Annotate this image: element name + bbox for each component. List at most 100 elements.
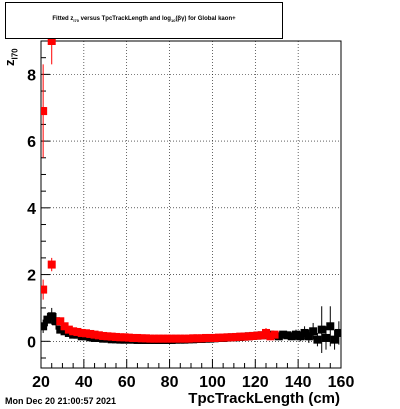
data-point-marker <box>47 260 56 269</box>
data-point-marker <box>257 331 266 340</box>
data-point-marker <box>176 334 185 343</box>
data-point-marker <box>180 334 189 343</box>
data-point-marker <box>86 329 95 338</box>
data-point-marker <box>137 334 146 343</box>
y-tick-label: 6 <box>27 134 36 151</box>
data-point-marker <box>133 333 142 342</box>
data-point-marker <box>163 334 172 343</box>
data-point-marker <box>313 335 322 344</box>
data-point-marker <box>232 332 240 341</box>
data-point-marker <box>279 330 288 339</box>
data-point-marker <box>94 331 103 340</box>
y-tick-label: 0 <box>27 334 36 351</box>
data-point-marker <box>129 333 138 342</box>
data-point-marker <box>330 335 339 344</box>
data-point-marker <box>317 325 326 334</box>
data-point-marker <box>219 333 228 342</box>
data-point-marker <box>47 312 56 321</box>
data-point-marker <box>69 327 78 336</box>
x-tick-label: 40 <box>75 374 93 391</box>
data-point-marker <box>73 327 82 336</box>
data-point-marker <box>64 325 73 334</box>
data-point-marker <box>197 334 206 343</box>
data-point-marker <box>56 325 65 334</box>
y-tick-label: 4 <box>27 201 36 218</box>
data-point-marker <box>172 334 180 343</box>
data-point-marker <box>52 317 60 326</box>
data-point-marker <box>309 327 318 336</box>
y-tick-label: 8 <box>27 67 36 84</box>
timestamp-footer: Mon Dec 20 21:00:57 2021 <box>5 396 117 406</box>
data-point-marker <box>146 334 155 343</box>
data-point-marker <box>240 332 249 341</box>
data-point-marker <box>107 332 116 341</box>
y-tick-label: 2 <box>27 268 36 285</box>
data-point-marker <box>112 332 120 341</box>
data-point-marker <box>56 317 65 326</box>
title-sub1: I70 <box>73 18 79 24</box>
data-point-marker <box>154 334 163 343</box>
x-tick-label: 80 <box>161 374 179 391</box>
data-point-marker <box>41 322 48 331</box>
data-point-marker <box>283 331 292 340</box>
data-point-marker <box>120 333 129 342</box>
data-point-marker <box>296 332 305 341</box>
data-point-marker <box>253 331 262 340</box>
data-point-marker <box>227 333 236 342</box>
y-axis-label-main: z <box>2 59 17 67</box>
data-point-marker <box>90 330 99 339</box>
data-point-marker <box>103 332 112 341</box>
data-point-marker <box>142 334 150 343</box>
y-axis-label: zI70 <box>2 48 20 66</box>
x-tick-label: 60 <box>118 374 136 391</box>
x-tick-label: 100 <box>199 374 226 391</box>
data-point-marker <box>270 330 279 339</box>
data-point-marker <box>322 333 330 342</box>
data-point-marker <box>292 330 300 339</box>
data-point-marker <box>167 334 176 343</box>
data-point-marker <box>184 334 193 343</box>
chart-title: Fitted zI70 versus TpcTrackLength and lo… <box>6 16 282 23</box>
data-point-marker <box>82 329 90 338</box>
data-point-marker <box>116 333 125 342</box>
x-tick-label: 160 <box>328 374 355 391</box>
data-point-marker <box>266 332 275 341</box>
tick-labels: 20 40 60 80 100 120 140 160 0 2 4 6 8 <box>27 67 354 391</box>
data-point-marker <box>43 315 52 324</box>
data-point-marker <box>326 322 335 331</box>
x-axis-label: TpcTrackLength (cm) <box>188 390 340 407</box>
data-point-marker <box>210 333 219 342</box>
data-point-marker <box>334 328 341 337</box>
data-point-marker <box>287 332 296 341</box>
x-tick-label: 120 <box>242 374 269 391</box>
data-point-marker <box>159 334 168 343</box>
title-middle: versus TpcTrackLength and log <box>78 16 171 22</box>
title-sub2: 10 <box>170 18 176 24</box>
title-box: Fitted zI70 versus TpcTrackLength and lo… <box>5 2 283 39</box>
data-point-marker <box>206 333 215 342</box>
axes <box>40 40 342 369</box>
data-point-marker <box>202 333 210 342</box>
y-axis-label-sub: I70 <box>10 48 20 60</box>
data-point-marker <box>41 285 48 294</box>
data-point-marker <box>262 328 270 337</box>
data-point-marker <box>193 334 202 343</box>
data-point-marker <box>60 327 69 336</box>
data-point-marker <box>189 334 198 343</box>
data-point-marker <box>274 332 283 341</box>
title-suffix: (βγ) for Global kaon+ <box>175 16 236 22</box>
data-point-marker <box>223 333 232 342</box>
x-tick-label: 140 <box>285 374 312 391</box>
data-point-marker <box>99 331 108 340</box>
data-points <box>41 37 341 353</box>
data-point-marker <box>244 332 253 341</box>
data-point-marker <box>60 322 69 331</box>
data-point-marker <box>236 332 245 341</box>
title-prefix: Fitted z <box>52 16 74 22</box>
grid <box>41 41 341 368</box>
x-tick-label: 20 <box>32 374 50 391</box>
data-point-marker <box>304 332 313 341</box>
data-point-marker <box>47 37 56 45</box>
data-point-marker <box>214 333 223 342</box>
